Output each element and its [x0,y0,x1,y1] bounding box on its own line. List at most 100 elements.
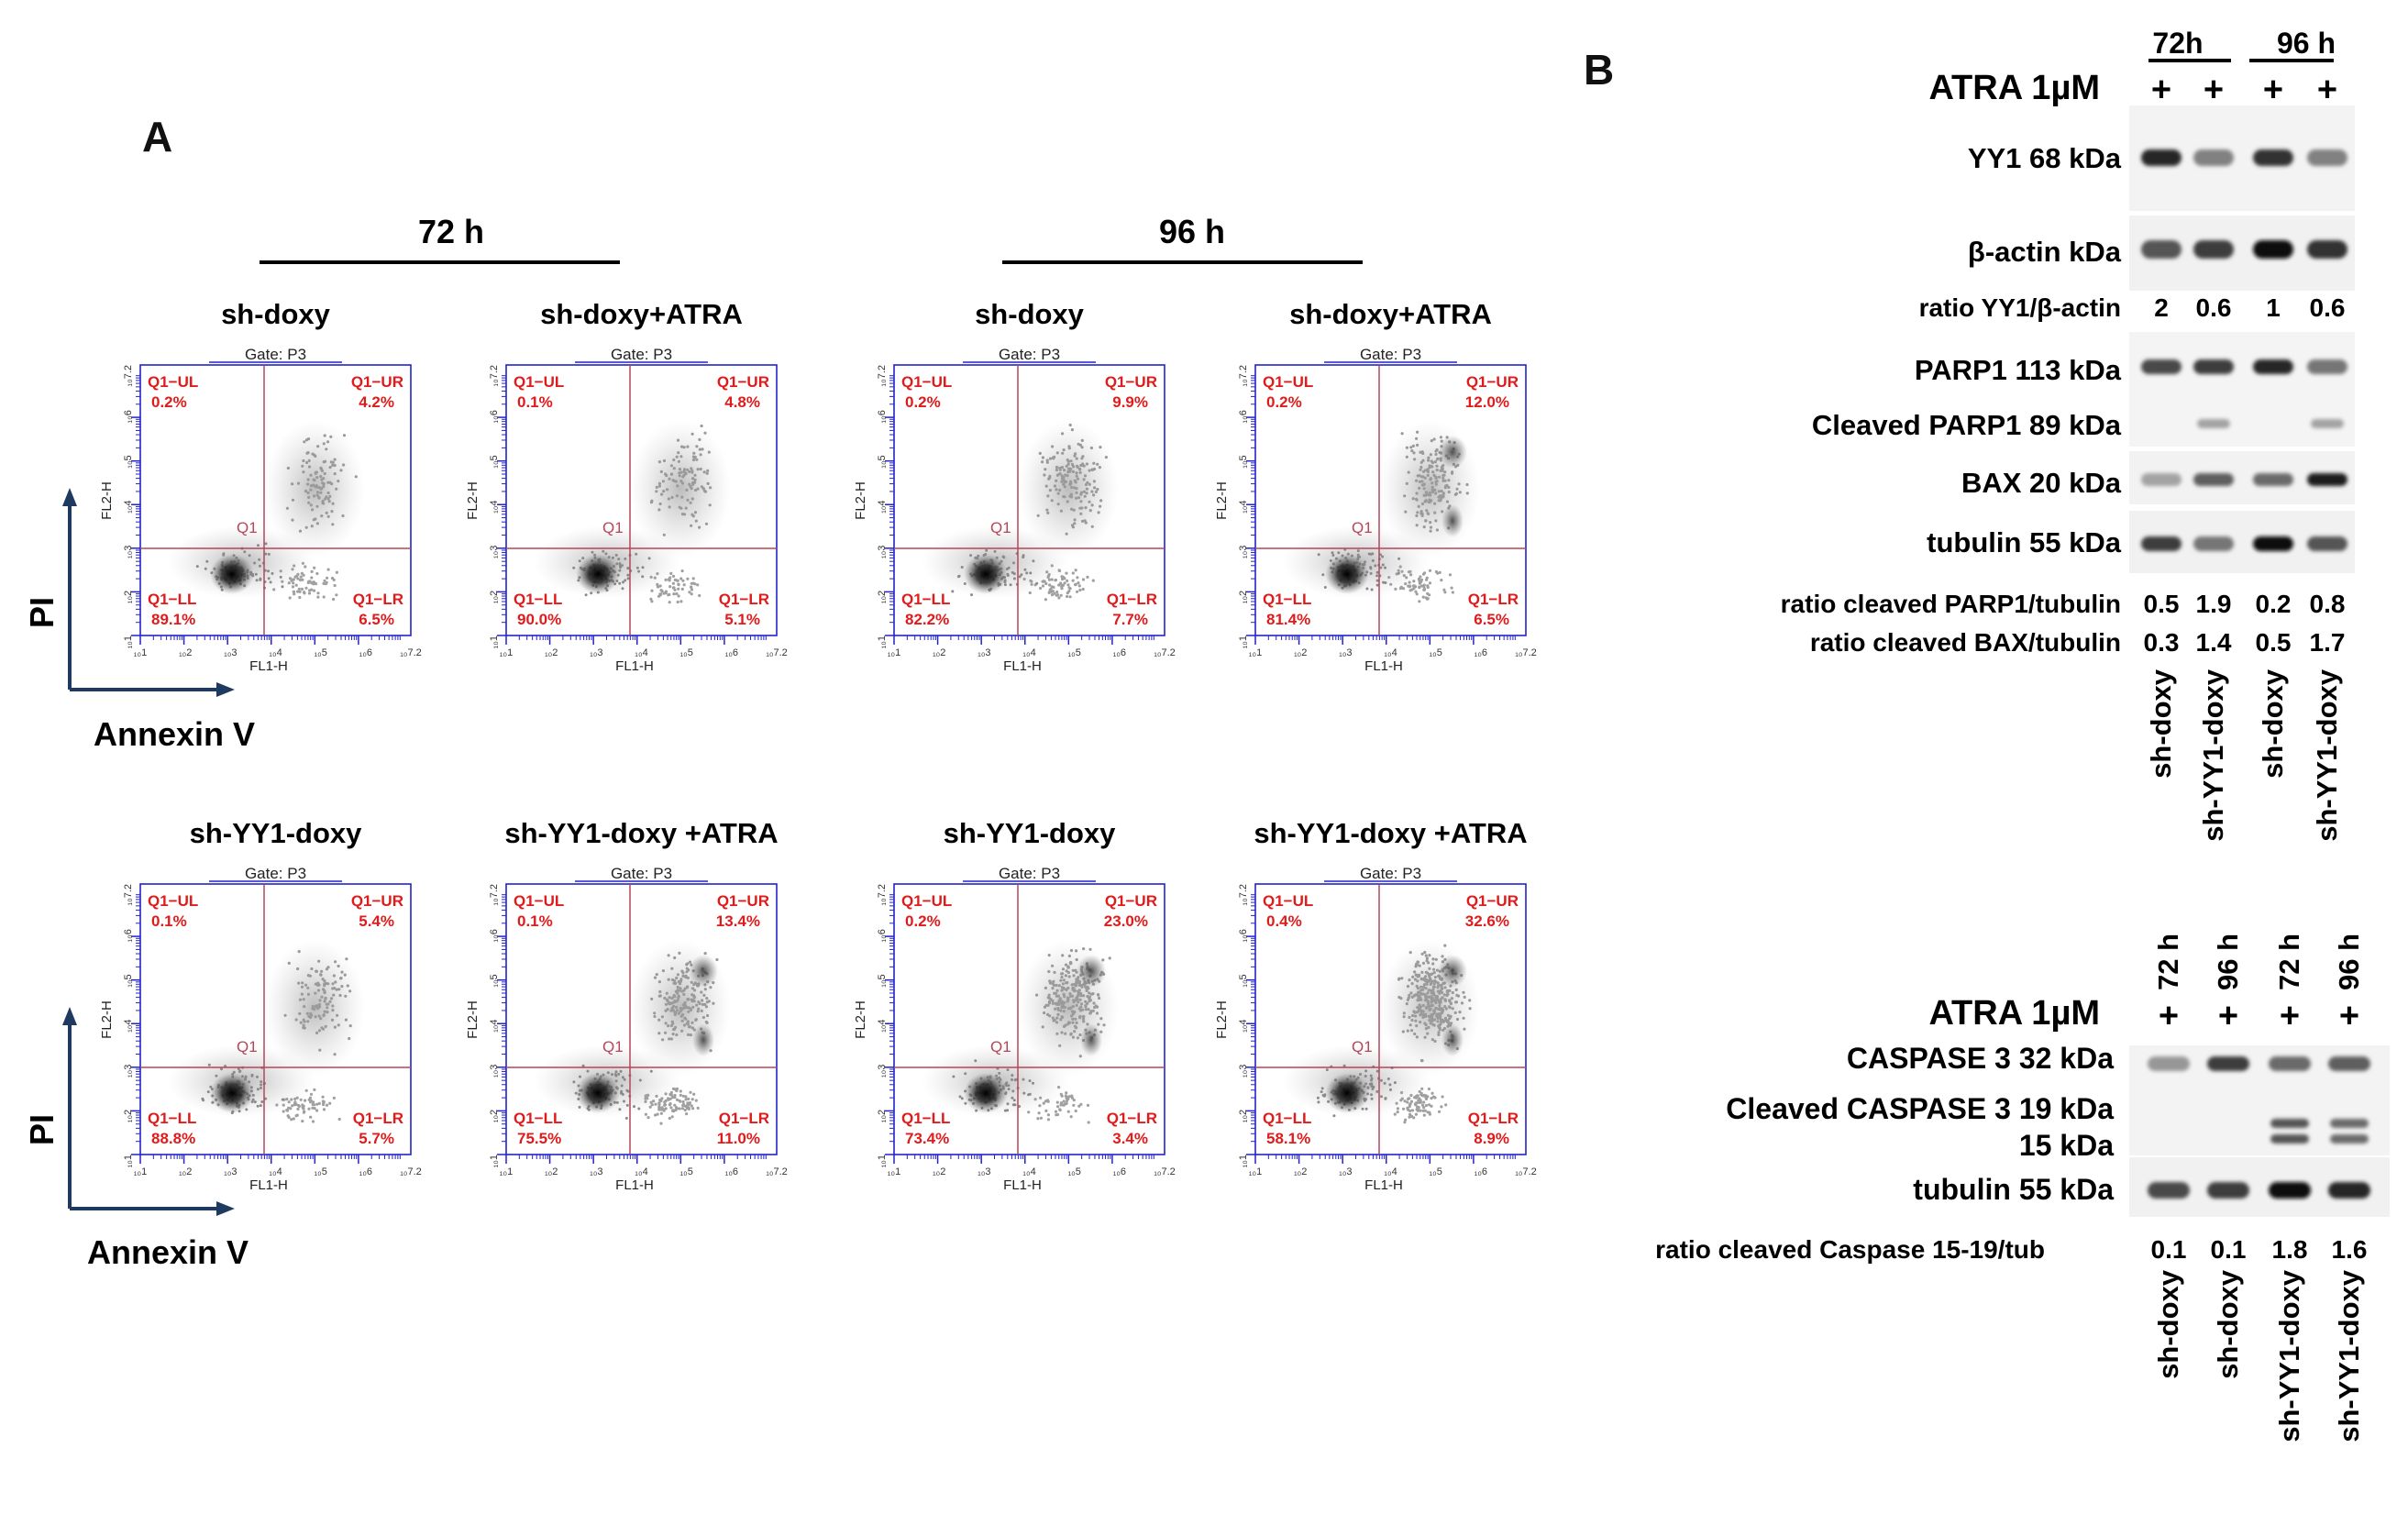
scatter-dot [1439,1022,1442,1026]
scatter-dot [666,488,669,492]
scatter-dot [290,1098,293,1101]
quadrant-ll-value: 90.0% [517,611,561,628]
scatter-dot [331,1004,335,1008]
scatter-dot [1423,1035,1427,1039]
scatter-dot [1048,457,1053,460]
scatter-dot [644,1112,648,1116]
scatter-dot [667,497,671,501]
scatter-dot [322,595,326,599]
scatter-dot [1426,991,1430,995]
scatter-dot [637,1107,641,1111]
scatter-dot [1441,469,1444,472]
scatter-dot [701,487,706,491]
scatter-dot [1068,587,1072,591]
y-tick-label: ₁₀7.2 [1238,365,1249,387]
scatter-dot [667,1024,670,1028]
ratio-label-parp: ratio cleaved PARP1/tubulin [1781,590,2121,618]
scatter-dot [1067,975,1071,978]
scatter-dot [1088,999,1092,1002]
scatter-dot [1369,1074,1373,1077]
scatter-dot [660,1097,664,1100]
scatter-dot [333,1053,337,1056]
scatter-dot [664,1092,668,1096]
scatter-dot [1056,492,1060,495]
scatter-dot [325,1103,329,1107]
scatter-dot [1435,480,1439,483]
scatter-dot [1405,446,1408,449]
scatter-dot [1041,456,1044,459]
scatter-dot [1420,502,1424,506]
scatter-dot [304,525,308,529]
scatter-dot [317,1029,322,1033]
quadrant-ur-label: Q1−UR [351,373,403,391]
scatter-dot [1090,525,1094,528]
scatter-dot [1011,1103,1015,1107]
y-tick-label: ₁₀5 [1238,455,1249,468]
scatter-dot [296,1107,300,1111]
scatter-dot [686,1101,690,1105]
time-label: 72 h [2152,934,2184,990]
scatter-dot [1460,1001,1464,1005]
scatter-dot [1436,981,1440,985]
scatter-dot [1045,460,1049,464]
quadrant-ll-label: Q1−LL [514,591,562,608]
scatter-dot [1408,1097,1411,1100]
treatment-label-top: ATRA 1µM [1928,69,2100,107]
scatter-dot [1422,1113,1426,1117]
scatter-dot [1325,1068,1329,1072]
scatter-dot [295,574,299,578]
scatter-dot [704,522,709,525]
scatter-dot [324,582,327,586]
scatter-dot [1005,1081,1009,1085]
scatter-dot [619,1069,623,1073]
scatter-dot [688,1101,692,1105]
y-tick-label: ₁₀2 [123,591,134,603]
scatter-dot [1025,571,1029,575]
scatter-dot [289,1107,293,1111]
scatter-dot [1406,1029,1409,1033]
scatter-dot [673,588,677,591]
scatter-dot [1316,1096,1320,1100]
scatter-dot [685,1112,689,1116]
scatter-dot [1098,466,1101,470]
row-label-15kda: 15 kDa [2019,1129,2114,1162]
scatter-dot [337,988,341,991]
q1-label: Q1 [990,519,1011,536]
scatter-dot [337,964,340,968]
scatter-dot [309,473,313,477]
scatter-dot [1077,584,1081,588]
scatter-dot [1431,988,1435,992]
scatter-dot [1035,993,1039,997]
scatter-dot [1065,532,1068,536]
y-tick-label: ₁₀4 [1238,501,1249,514]
scatter-dot [1421,1015,1425,1019]
scatter-dot [1429,529,1432,533]
scatter-dot [675,494,679,498]
scatter-dot [1445,483,1449,488]
scatter-dot [1423,1109,1427,1112]
scatter-dot [1028,591,1032,595]
scatter-dot [687,1006,690,1010]
scatter-dot [660,492,664,496]
x-tick-label: ₁₀5 [1429,1166,1441,1177]
scatter-dot [1387,576,1391,580]
scatter-dot [309,1015,313,1020]
scatter-dot [662,1108,666,1111]
western-band [2328,1182,2370,1199]
scatter-dot [1070,428,1074,432]
scatter-points [168,939,365,1123]
quadrant-lr-value: 11.0% [717,1130,760,1147]
scatter-dot [1071,1017,1075,1021]
scatter-dot [678,1107,681,1111]
scatter-dot [1055,479,1058,482]
scatter-dot [302,1104,305,1108]
scatter-dot [1428,1008,1431,1011]
scatter-dot [646,1093,650,1097]
ur-cloud [1018,420,1119,558]
scatter-dot [1030,582,1033,586]
scatter-dot [296,967,300,971]
y-tick-label: ₁₀7.2 [123,884,134,906]
scatter-dot [1422,487,1426,491]
